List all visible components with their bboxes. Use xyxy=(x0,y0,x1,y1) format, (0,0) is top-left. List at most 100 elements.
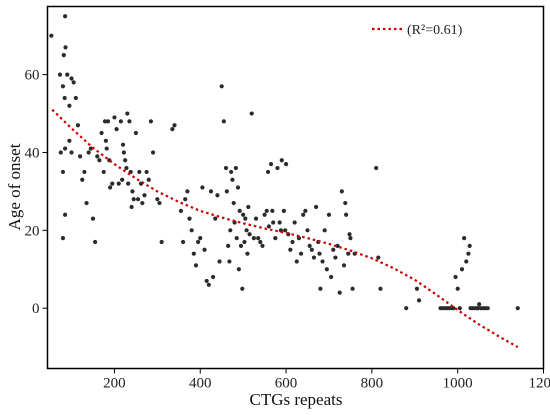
data-point xyxy=(208,189,214,194)
data-point xyxy=(264,208,269,213)
x-axis-label: CTGs repeats xyxy=(249,390,342,409)
data-point xyxy=(172,123,177,128)
data-point xyxy=(148,119,154,124)
data-point xyxy=(311,255,317,260)
data-point xyxy=(61,53,66,58)
data-point xyxy=(270,208,275,213)
data-point xyxy=(213,216,218,221)
x-tick-label: 1000 xyxy=(443,376,473,392)
data-point xyxy=(258,239,263,245)
data-point xyxy=(251,236,256,241)
data-point xyxy=(266,224,271,229)
data-point xyxy=(125,111,130,116)
data-point xyxy=(80,177,85,182)
data-point xyxy=(256,236,261,241)
data-point xyxy=(374,165,379,171)
data-point xyxy=(231,200,236,206)
plot-area xyxy=(46,5,545,370)
data-point xyxy=(178,208,184,213)
data-point xyxy=(67,103,72,108)
data-point xyxy=(240,286,245,291)
data-point xyxy=(459,267,465,272)
data-point xyxy=(131,197,136,202)
data-point xyxy=(170,127,175,132)
data-point xyxy=(93,239,98,245)
data-point xyxy=(337,290,342,295)
y-tick-label: 60 xyxy=(25,68,40,84)
data-point xyxy=(283,162,289,167)
data-point xyxy=(249,111,254,116)
data-point xyxy=(515,306,520,311)
data-point xyxy=(116,181,121,186)
data-point xyxy=(215,193,220,198)
data-point xyxy=(230,177,235,182)
data-point xyxy=(288,247,293,252)
data-point xyxy=(49,33,54,38)
data-point xyxy=(346,251,351,256)
data-point xyxy=(243,216,248,221)
data-point xyxy=(135,197,141,202)
data-point xyxy=(324,267,329,272)
data-point xyxy=(84,200,89,206)
data-point xyxy=(467,243,472,248)
data-point xyxy=(185,189,190,194)
data-point xyxy=(110,181,115,186)
data-point xyxy=(150,150,156,155)
data-point xyxy=(233,165,238,171)
data-point xyxy=(335,243,340,248)
data-point xyxy=(237,208,242,213)
data-point xyxy=(347,232,352,237)
data-point xyxy=(404,306,409,311)
data-point xyxy=(196,239,201,245)
data-point xyxy=(235,185,241,190)
data-point xyxy=(60,236,66,241)
y-tick-label: 0 xyxy=(32,301,40,317)
data-point xyxy=(281,208,287,213)
data-point xyxy=(60,84,66,89)
data-point xyxy=(67,138,72,143)
x-tick-label: 400 xyxy=(189,376,212,392)
data-point xyxy=(303,208,308,213)
data-point xyxy=(273,236,278,241)
data-point xyxy=(57,72,63,77)
data-point xyxy=(62,95,67,101)
data-point xyxy=(477,302,482,307)
data-point xyxy=(265,169,271,175)
data-point xyxy=(221,119,226,124)
data-point xyxy=(219,84,224,89)
data-point xyxy=(128,169,133,175)
data-point xyxy=(187,216,192,221)
data-point xyxy=(73,95,78,101)
data-point xyxy=(69,150,74,155)
data-point xyxy=(157,200,162,206)
data-point xyxy=(348,236,353,241)
data-point xyxy=(234,236,239,241)
data-point xyxy=(326,212,332,217)
data-point xyxy=(198,236,203,241)
data-point xyxy=(206,282,211,287)
data-point xyxy=(318,286,323,291)
data-point xyxy=(414,286,420,291)
data-point xyxy=(71,80,76,85)
data-point xyxy=(279,158,284,163)
data-point xyxy=(204,278,209,284)
data-point xyxy=(126,181,131,186)
data-point xyxy=(246,204,251,210)
data-point xyxy=(416,298,422,303)
trend-line xyxy=(51,108,519,349)
data-point xyxy=(63,45,68,50)
data-point xyxy=(193,263,199,268)
x-tick-label: 200 xyxy=(103,376,126,392)
data-point xyxy=(62,212,68,217)
data-point xyxy=(301,212,306,217)
x-tick-label: 800 xyxy=(361,376,384,392)
data-point xyxy=(236,267,241,272)
data-point xyxy=(283,228,288,233)
data-point xyxy=(378,286,383,291)
data-point xyxy=(108,185,113,190)
data-point xyxy=(60,169,66,175)
data-point xyxy=(226,243,231,248)
data-point xyxy=(247,232,252,237)
data-point xyxy=(189,228,194,233)
